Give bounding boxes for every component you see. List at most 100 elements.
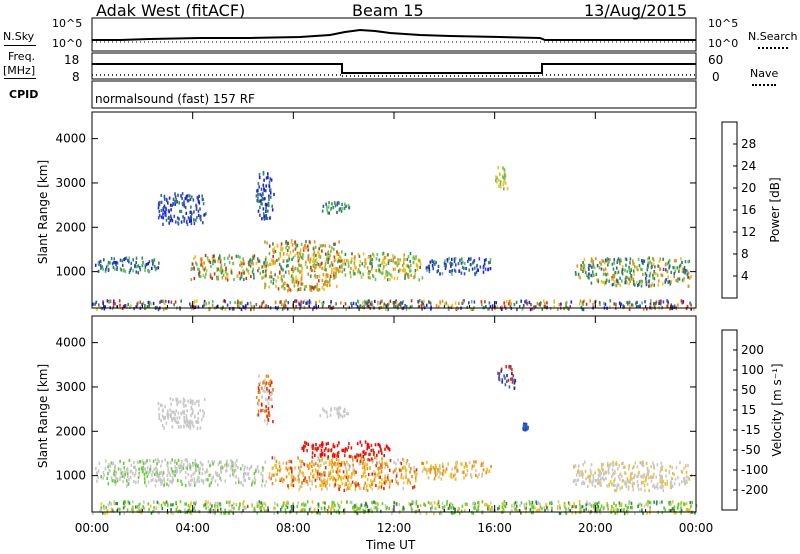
heatmap-cell <box>321 487 323 491</box>
heatmap-cell <box>286 283 289 287</box>
heatmap-cell <box>612 282 615 286</box>
heatmap-cell <box>116 266 118 270</box>
heatmap-cell <box>322 471 325 475</box>
heatmap-cell <box>557 500 560 504</box>
heatmap-cell <box>251 504 253 508</box>
heatmap-cell <box>397 269 400 273</box>
power-colorbar-tick-label: 28 <box>741 137 756 151</box>
heatmap-cell <box>265 409 268 413</box>
heatmap-cell <box>334 258 337 262</box>
heatmap-cell <box>589 475 591 479</box>
heatmap-cell <box>460 257 463 261</box>
nave-tick-bottom: 0 <box>712 70 720 84</box>
heatmap-cell <box>188 480 190 484</box>
heatmap-cell <box>415 468 418 472</box>
heatmap-cell <box>437 469 440 473</box>
heatmap-cell <box>632 277 635 281</box>
heatmap-cell <box>214 479 217 483</box>
heatmap-cell <box>321 261 323 265</box>
heatmap-cell <box>605 278 608 282</box>
heatmap-cell <box>341 206 343 211</box>
heatmap-cell <box>441 462 444 466</box>
heatmap-cell <box>281 246 284 250</box>
heatmap-cell <box>407 255 410 259</box>
heatmap-cell <box>676 266 679 270</box>
heatmap-cell <box>677 502 680 506</box>
heatmap-cell <box>574 464 577 468</box>
heatmap-cell <box>400 469 402 473</box>
heatmap-cell <box>516 500 518 504</box>
heatmap-cell <box>371 300 373 304</box>
heatmap-cell <box>257 196 259 200</box>
heatmap-cell <box>529 508 532 512</box>
heatmap-cell <box>205 212 207 216</box>
heatmap-cell <box>425 468 427 472</box>
heatmap-cell <box>127 475 129 479</box>
heatmap-cell <box>583 481 586 485</box>
heatmap-cell <box>153 258 156 262</box>
heatmap-cell <box>261 476 264 480</box>
heatmap-cell <box>612 472 614 476</box>
heatmap-cell <box>417 258 420 262</box>
heatmap-cell <box>355 455 357 459</box>
heatmap-cell <box>348 454 351 459</box>
heatmap-cell <box>342 470 345 474</box>
heatmap-cell <box>194 509 196 513</box>
heatmap-cell <box>380 305 383 309</box>
heatmap-cell <box>683 267 685 271</box>
heatmap-cell <box>371 264 373 268</box>
heatmap-cell <box>92 302 94 306</box>
heatmap-cell <box>668 266 670 270</box>
heatmap-cell <box>219 254 221 258</box>
heatmap-cell <box>665 468 667 472</box>
heatmap-cell <box>263 214 265 218</box>
heatmap-cell <box>199 426 202 430</box>
heatmap-cell <box>173 303 175 307</box>
heatmap-cell <box>225 468 228 472</box>
heatmap-cell <box>689 501 692 505</box>
heatmap-cell <box>275 465 277 469</box>
heatmap-cell <box>513 502 516 506</box>
heatmap-cell <box>287 289 289 293</box>
heatmap-cell <box>297 281 300 285</box>
heatmap-cell <box>397 260 399 264</box>
heatmap-cell <box>689 505 692 509</box>
heatmap-cell <box>325 410 327 414</box>
heatmap-cell <box>152 260 155 264</box>
heatmap-cell <box>576 264 579 268</box>
heatmap-cell <box>176 505 179 509</box>
heatmap-cell <box>522 304 525 308</box>
heatmap-cell <box>636 300 638 304</box>
heatmap-cell <box>326 254 328 259</box>
heatmap-cell <box>319 453 322 457</box>
heatmap-cell <box>329 277 331 281</box>
heatmap-cell <box>393 501 396 505</box>
heatmap-cell <box>100 506 103 510</box>
heatmap-cell <box>262 183 265 187</box>
heatmap-cell <box>403 465 405 469</box>
heatmap-cell <box>245 267 248 271</box>
heatmap-cell <box>342 448 344 452</box>
heatmap-cell <box>565 511 568 515</box>
heatmap-cell <box>377 442 379 447</box>
heatmap-cell <box>316 511 318 515</box>
heatmap-cell <box>316 288 319 292</box>
heatmap-cell <box>384 504 387 508</box>
heatmap-cell <box>353 261 356 265</box>
heatmap-cell <box>398 302 401 306</box>
heatmap-cell <box>197 305 200 309</box>
heatmap-cell <box>258 390 261 395</box>
heatmap-cell <box>364 481 367 485</box>
heatmap-cell <box>631 484 634 488</box>
heatmap-cell <box>326 509 329 513</box>
heatmap-cell <box>149 464 152 468</box>
heatmap-cell <box>307 512 309 516</box>
heatmap-cell <box>590 281 593 285</box>
heatmap-cell <box>339 406 342 410</box>
heatmap-cell <box>383 478 386 482</box>
heatmap-cell <box>190 215 192 219</box>
heatmap-cell <box>130 469 133 473</box>
heatmap-cell <box>285 299 287 303</box>
heatmap-cell <box>678 277 681 281</box>
heatmap-cell <box>364 302 366 306</box>
